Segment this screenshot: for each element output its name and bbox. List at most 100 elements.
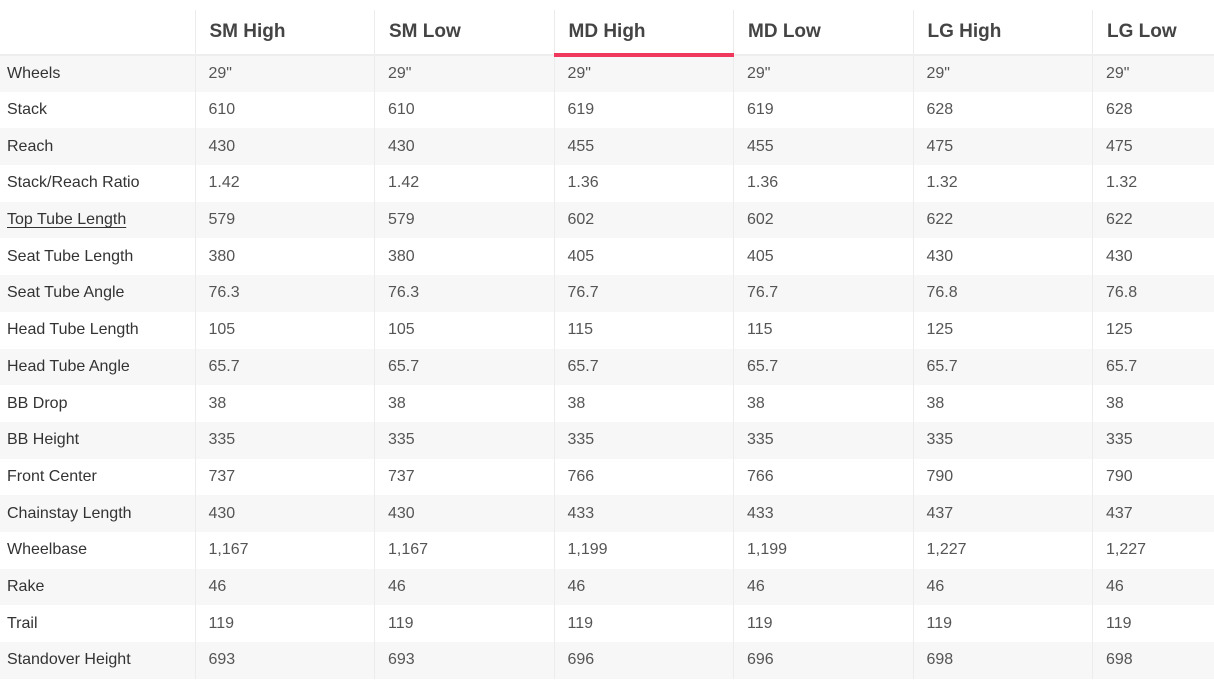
table-cell: 76.7 bbox=[553, 275, 734, 312]
geometry-table: SM High SM Low MD High MD Low LG High LG Low … bbox=[0, 10, 1214, 679]
row-label-text: Rake bbox=[7, 577, 45, 595]
table-cell: 29" bbox=[553, 55, 734, 92]
table-cell: 693 bbox=[374, 642, 554, 679]
table-cell: 65.7 bbox=[912, 348, 1093, 386]
table-cell: 46 bbox=[553, 568, 734, 606]
table-cell: 105 bbox=[194, 311, 375, 349]
row-label: Stack bbox=[0, 92, 195, 129]
row-label: Head Tube Angle bbox=[0, 348, 195, 386]
column-header-md-low[interactable]: MD Low bbox=[733, 10, 913, 56]
table-cell: 46 bbox=[194, 568, 375, 606]
column-header-sm-low[interactable]: SM Low bbox=[374, 10, 554, 56]
table-cell: 610 bbox=[194, 91, 375, 129]
table-cell: 38 bbox=[733, 385, 913, 422]
table-cell: 1,167 bbox=[374, 531, 554, 569]
row-label-text: Reach bbox=[7, 137, 54, 155]
row-label-text: Stack/Reach Ratio bbox=[7, 174, 140, 192]
table-row: Standover Height 693 693 696 696 698 698 bbox=[0, 642, 1214, 679]
table-cell: 437 bbox=[912, 495, 1093, 532]
row-label-text: Front Center bbox=[7, 467, 97, 485]
row-label: Top Tube Length bbox=[0, 201, 195, 239]
row-label: Standover Height bbox=[0, 642, 195, 679]
table-cell: 405 bbox=[733, 238, 913, 276]
row-label: BB Height bbox=[0, 421, 195, 459]
row-label-text: Wheels bbox=[7, 64, 61, 82]
table-cell: 622 bbox=[912, 201, 1093, 239]
table-cell: 29" bbox=[733, 55, 913, 92]
table-row: Chainstay Length 430 430 433 433 437 437 bbox=[0, 495, 1214, 532]
table-cell: 1.32 bbox=[912, 165, 1093, 202]
table-cell: 455 bbox=[553, 128, 734, 166]
table-cell: 698 bbox=[912, 642, 1093, 679]
table-cell: 46 bbox=[374, 568, 554, 606]
table-cell: 125 bbox=[1092, 311, 1214, 349]
table-cell: 38 bbox=[553, 385, 734, 422]
table-cell: 335 bbox=[374, 421, 554, 459]
table-cell: 455 bbox=[733, 128, 913, 166]
row-label: BB Drop bbox=[0, 385, 195, 422]
table-row: BB Height 335 335 335 335 335 335 bbox=[0, 421, 1214, 459]
row-label-link[interactable]: Top Tube Length bbox=[7, 211, 127, 229]
row-label: Stack/Reach Ratio bbox=[0, 165, 195, 202]
row-label-text: Standover Height bbox=[7, 651, 131, 669]
table-cell: 76.8 bbox=[1092, 275, 1214, 312]
table-row: Front Center 737 737 766 766 790 790 bbox=[0, 458, 1214, 496]
table-cell: 380 bbox=[194, 238, 375, 276]
table-row: Head Tube Length 105 105 115 115 125 125 bbox=[0, 311, 1214, 349]
table-cell: 380 bbox=[374, 238, 554, 276]
table-cell: 619 bbox=[553, 91, 734, 129]
table-cell: 335 bbox=[194, 421, 375, 459]
table-cell: 76.3 bbox=[374, 275, 554, 312]
row-label: Front Center bbox=[0, 459, 195, 496]
table-cell: 430 bbox=[194, 495, 375, 532]
table-cell: 1,199 bbox=[553, 531, 734, 569]
table-cell: 790 bbox=[1092, 458, 1214, 496]
table-cell: 65.7 bbox=[374, 348, 554, 386]
row-label-text: Chainstay Length bbox=[7, 504, 132, 522]
table-cell: 696 bbox=[553, 642, 734, 679]
table-cell: 1,227 bbox=[1092, 531, 1214, 569]
table-cell: 115 bbox=[553, 311, 734, 349]
row-label: Wheels bbox=[0, 55, 195, 92]
table-row: Trail 119 119 119 119 119 119 bbox=[0, 605, 1214, 642]
row-label-text: BB Height bbox=[7, 431, 80, 449]
table-cell: 65.7 bbox=[1092, 348, 1214, 386]
row-label: Chainstay Length bbox=[0, 495, 195, 532]
row-label: Wheelbase bbox=[0, 532, 195, 569]
table-cell: 76.8 bbox=[912, 275, 1093, 312]
table-cell: 475 bbox=[912, 128, 1093, 166]
table-row: Wheelbase 1,167 1,167 1,199 1,199 1,227 1,227 bbox=[0, 531, 1214, 569]
table-cell: 766 bbox=[733, 458, 913, 496]
table-cell: 433 bbox=[733, 495, 913, 532]
column-header-lg-low[interactable]: LG Low bbox=[1092, 10, 1214, 56]
table-cell: 335 bbox=[1092, 421, 1214, 459]
table-row: Top Tube Length 579 579 602 602 622 622 bbox=[0, 201, 1214, 239]
row-label-text: Stack bbox=[7, 101, 48, 119]
table-cell: 38 bbox=[374, 385, 554, 422]
table-cell: 405 bbox=[553, 238, 734, 276]
row-label: Rake bbox=[0, 568, 195, 606]
table-cell: 1,227 bbox=[912, 531, 1093, 569]
table-cell: 29" bbox=[912, 55, 1093, 92]
table-cell: 579 bbox=[374, 201, 554, 239]
table-cell: 430 bbox=[912, 238, 1093, 276]
column-header-md-high[interactable]: MD High bbox=[553, 10, 734, 57]
table-cell: 579 bbox=[194, 201, 375, 239]
table-cell: 65.7 bbox=[733, 348, 913, 386]
column-header-sm-high[interactable]: SM High bbox=[194, 10, 375, 56]
table-cell: 76.7 bbox=[733, 275, 913, 312]
column-header-lg-high[interactable]: LG High bbox=[912, 10, 1093, 56]
table-cell: 119 bbox=[374, 605, 554, 642]
table-cell: 38 bbox=[1092, 385, 1214, 422]
table-cell: 766 bbox=[553, 458, 734, 496]
table-cell: 790 bbox=[912, 458, 1093, 496]
table-cell: 430 bbox=[1092, 238, 1214, 276]
row-label-text: Wheelbase bbox=[7, 541, 88, 559]
row-label: Trail bbox=[0, 605, 195, 642]
table-cell: 430 bbox=[194, 128, 375, 166]
table-cell: 119 bbox=[912, 605, 1093, 642]
table-cell: 115 bbox=[733, 311, 913, 349]
table-cell: 430 bbox=[374, 128, 554, 166]
table-cell: 628 bbox=[912, 91, 1093, 129]
table-cell: 622 bbox=[1092, 201, 1214, 239]
